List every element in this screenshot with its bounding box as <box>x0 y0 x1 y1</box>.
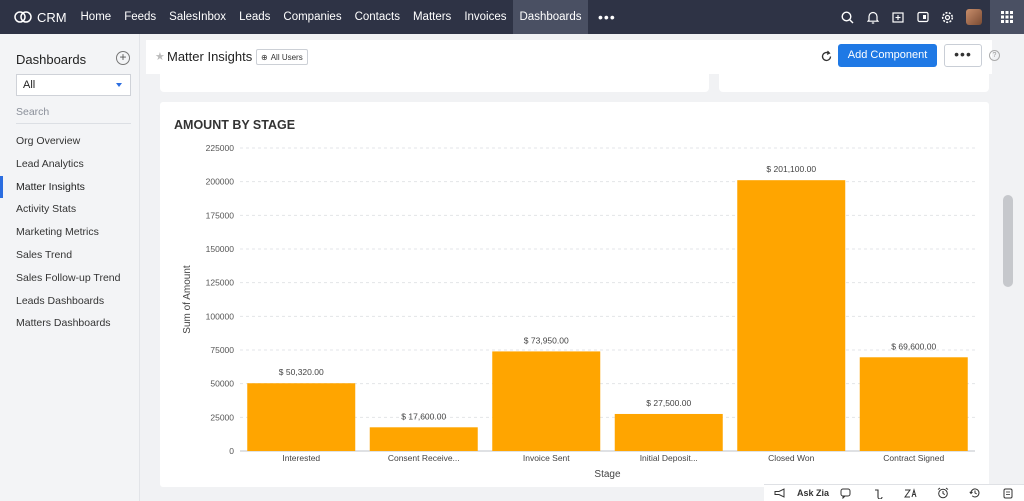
deal-icon[interactable] <box>910 0 935 34</box>
history-icon[interactable] <box>959 485 991 501</box>
notes-icon[interactable] <box>992 485 1024 501</box>
x-tick-label: Consent Receive... <box>388 453 460 463</box>
data-label: $ 73,950.00 <box>524 335 569 345</box>
nav-more-button[interactable]: ••• <box>598 9 616 25</box>
refresh-icon[interactable] <box>818 48 834 64</box>
add-dashboard-button[interactable]: + <box>116 51 130 65</box>
y-tick-label: 200000 <box>206 177 235 187</box>
data-label: $ 27,500.00 <box>646 398 691 408</box>
app-name: CRM <box>37 9 67 25</box>
x-tick-label: Interested <box>282 453 320 463</box>
data-label: $ 50,320.00 <box>279 367 324 377</box>
crm-logo-icon <box>14 11 32 23</box>
y-tick-label: 75000 <box>210 345 234 355</box>
sidebar-item-sales-follow-up-trend[interactable]: Sales Follow-up Trend <box>16 271 121 284</box>
apps-grid-icon[interactable] <box>990 0 1024 34</box>
sidebar-title: Dashboards <box>16 52 87 67</box>
globe-icon: ⊕ <box>261 53 268 62</box>
y-tick-label: 125000 <box>206 278 235 288</box>
calendar-add-icon[interactable] <box>885 0 910 34</box>
y-tick-label: 175000 <box>206 210 235 220</box>
bar <box>614 413 723 451</box>
sidebar-item-matter-insights[interactable]: Matter Insights <box>0 175 140 199</box>
alarm-icon[interactable] <box>927 485 959 501</box>
nav-item-matters[interactable]: Matters <box>412 11 452 23</box>
sidebar-item-lead-analytics[interactable]: Lead Analytics <box>16 157 84 170</box>
sidebar: Dashboards + All Search Org Overview Lead… <box>0 34 140 501</box>
x-axis-title: Stage <box>594 469 621 480</box>
search-icon[interactable] <box>835 0 860 34</box>
bottom-toolbar: Ask Zia <box>764 484 1024 501</box>
megaphone-icon[interactable] <box>764 485 796 501</box>
sidebar-list: Org Overview Lead Analytics Matter Insight… <box>0 130 140 335</box>
dashboard-card-partial <box>160 74 709 92</box>
sidebar-item-matters-dashboards[interactable]: Matters Dashboards <box>16 317 111 330</box>
y-tick-label: 150000 <box>206 244 235 254</box>
x-tick-label: Closed Won <box>768 453 814 463</box>
nav-item-leads[interactable]: Leads <box>239 11 271 23</box>
help-icon[interactable]: ? <box>989 50 1000 61</box>
y-tick-label: 100000 <box>206 311 235 321</box>
sidebar-item-leads-dashboards[interactable]: Leads Dashboards <box>16 294 105 307</box>
dashboard-filter-value: All <box>23 79 36 91</box>
bar <box>369 427 478 451</box>
dashboard-filter-select[interactable]: All <box>16 74 131 96</box>
chat-icon[interactable] <box>830 485 862 501</box>
bar <box>737 180 846 451</box>
y-tick-label: 0 <box>229 446 234 456</box>
translate-icon[interactable] <box>894 485 926 501</box>
data-label: $ 201,100.00 <box>766 164 816 174</box>
nav-item-dashboards[interactable]: Dashboards <box>513 0 589 34</box>
dashboard-card-partial <box>719 74 989 92</box>
scrollbar-thumb[interactable] <box>1003 195 1013 287</box>
bell-icon[interactable] <box>860 0 885 34</box>
sidebar-item-activity-stats[interactable]: Activity Stats <box>16 203 77 216</box>
bar-chart: 0 25000 50000 75000 100000 125000 150000 175000… <box>182 143 975 480</box>
bar <box>859 357 968 451</box>
chart-title: AMOUNT BY STAGE <box>174 118 296 132</box>
x-tick-label: Contract Signed <box>883 453 944 463</box>
sidebar-search-input[interactable]: Search <box>16 104 131 124</box>
bar <box>247 383 356 451</box>
page-title: Matter Insights <box>167 49 253 64</box>
data-label: $ 17,600.00 <box>401 411 446 421</box>
nav-item-home[interactable]: Home <box>80 11 112 23</box>
data-label: $ 69,600.00 <box>891 341 936 351</box>
sidebar-item-marketing-metrics[interactable]: Marketing Metrics <box>16 226 99 239</box>
settings-icon[interactable] <box>935 0 960 34</box>
star-icon[interactable]: ★ <box>155 51 165 63</box>
y-tick-label: 25000 <box>210 412 234 422</box>
bar <box>492 351 601 451</box>
nav-item-feeds[interactable]: Feeds <box>124 11 157 23</box>
nav-item-salesinbox[interactable]: SalesInbox <box>169 11 227 23</box>
nav-menu: Home Feeds SalesInbox Leads Companies Contact… <box>74 0 589 34</box>
x-tick-label: Initial Deposit... <box>640 453 698 463</box>
top-navbar: CRM Home Feeds SalesInbox Leads Companies Con… <box>0 0 1024 34</box>
chart-card: AMOUNT BY STAGE 0 25000 50000 75000 100000 12… <box>160 102 989 487</box>
x-tick-label: Invoice Sent <box>523 453 570 463</box>
users-badge-label: All Users <box>270 53 303 62</box>
add-component-button[interactable]: Add Component <box>838 44 937 67</box>
sidebar-item-sales-trend[interactable]: Sales Trend <box>16 248 73 261</box>
nav-item-companies[interactable]: Companies <box>283 11 342 23</box>
dashboard-header: ★ Matter Insights ⊕ All Users Add Compon… <box>146 40 1000 74</box>
y-axis-title: Sum of Amount <box>182 265 193 334</box>
top-icons <box>835 0 1024 34</box>
avatar[interactable] <box>966 9 982 25</box>
sidebar-item-org-overview[interactable]: Org Overview <box>16 135 81 147</box>
y-tick-label: 50000 <box>210 379 234 389</box>
bot-icon[interactable] <box>862 485 894 501</box>
nav-item-contacts[interactable]: Contacts <box>354 11 400 23</box>
y-tick-label: 225000 <box>206 143 235 153</box>
all-users-filter[interactable]: ⊕ All Users <box>256 49 308 65</box>
more-options-button[interactable]: ••• <box>944 44 982 67</box>
ask-zia-button[interactable]: Ask Zia <box>797 488 830 498</box>
nav-item-invoices[interactable]: Invoices <box>464 11 507 23</box>
chevron-down-icon <box>116 83 122 87</box>
crm-logo[interactable]: CRM <box>0 10 74 25</box>
